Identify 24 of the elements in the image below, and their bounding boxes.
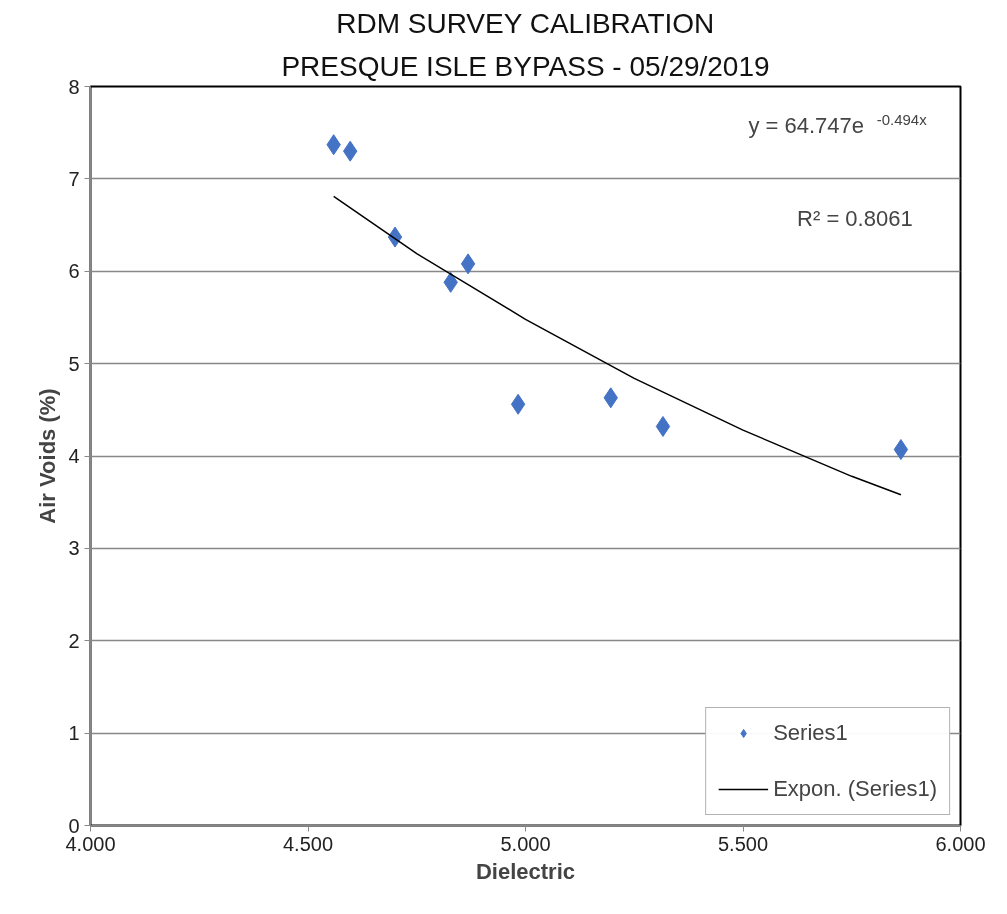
legend-label: Expon. (Series1) (773, 776, 937, 802)
y-tick-label: 2 (68, 629, 80, 652)
y-tick-label: 5 (68, 352, 80, 375)
legend-label: Series1 (773, 720, 848, 746)
x-tick-label: 5.500 (717, 832, 769, 855)
x-tick-label: 5.000 (500, 832, 551, 855)
x-tick-label: 4.500 (282, 832, 334, 855)
point (655, 415, 671, 437)
y-tick-label: 8 (68, 75, 80, 98)
chart-title: RDM SURVEY CALIBRATION (336, 7, 715, 39)
y-axis-title: Air Voids (%) (35, 388, 61, 524)
annotation: R² = 0.8061 (797, 205, 913, 231)
point (510, 393, 526, 415)
x-tick-label: 6.000 (935, 832, 986, 855)
chart-subtitle: PRESQUE ISLE BYPASS - 05/29/2019 (281, 50, 770, 82)
point (460, 253, 476, 275)
annotation: y = 64.747e-0.494x (748, 111, 928, 139)
y-tick-label: 4 (68, 445, 80, 467)
y-tick-label: 6 (68, 260, 80, 283)
point (893, 439, 909, 461)
y-tick-label: 7 (68, 167, 80, 190)
y-tick-label: 3 (68, 537, 80, 560)
x-axis-title: Dielectric (475, 858, 576, 884)
y-tick-label: 1 (68, 722, 80, 745)
